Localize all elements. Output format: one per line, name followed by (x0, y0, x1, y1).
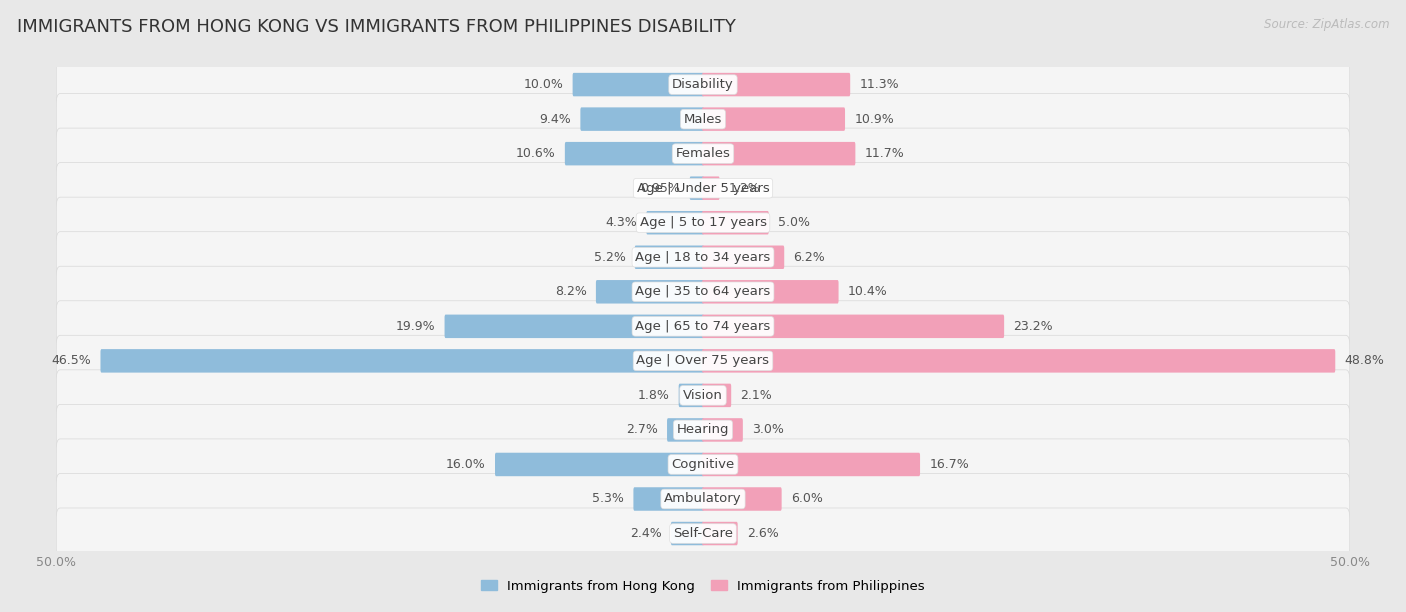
Text: 8.2%: 8.2% (555, 285, 586, 298)
Text: Hearing: Hearing (676, 424, 730, 436)
Text: 23.2%: 23.2% (1014, 320, 1053, 333)
FancyBboxPatch shape (702, 384, 731, 407)
Text: 10.6%: 10.6% (516, 147, 555, 160)
Text: 10.0%: 10.0% (523, 78, 564, 91)
Text: 1.8%: 1.8% (637, 389, 669, 402)
FancyBboxPatch shape (56, 232, 1350, 283)
Text: 6.2%: 6.2% (793, 251, 825, 264)
FancyBboxPatch shape (702, 349, 1336, 373)
FancyBboxPatch shape (634, 487, 704, 511)
FancyBboxPatch shape (581, 107, 704, 131)
Text: 16.7%: 16.7% (929, 458, 969, 471)
FancyBboxPatch shape (56, 370, 1350, 421)
FancyBboxPatch shape (56, 94, 1350, 144)
Text: IMMIGRANTS FROM HONG KONG VS IMMIGRANTS FROM PHILIPPINES DISABILITY: IMMIGRANTS FROM HONG KONG VS IMMIGRANTS … (17, 18, 735, 36)
FancyBboxPatch shape (679, 384, 704, 407)
Text: Age | 35 to 64 years: Age | 35 to 64 years (636, 285, 770, 298)
Text: Age | 5 to 17 years: Age | 5 to 17 years (640, 216, 766, 230)
Text: 48.8%: 48.8% (1344, 354, 1385, 367)
Text: 3.0%: 3.0% (752, 424, 785, 436)
Text: Vision: Vision (683, 389, 723, 402)
Text: 9.4%: 9.4% (540, 113, 571, 125)
Text: 2.1%: 2.1% (741, 389, 772, 402)
FancyBboxPatch shape (56, 474, 1350, 524)
Text: Cognitive: Cognitive (672, 458, 734, 471)
Text: Age | 18 to 34 years: Age | 18 to 34 years (636, 251, 770, 264)
Text: 4.3%: 4.3% (605, 216, 637, 230)
Text: Age | 65 to 74 years: Age | 65 to 74 years (636, 320, 770, 333)
Text: Age | Under 5 years: Age | Under 5 years (637, 182, 769, 195)
Text: Source: ZipAtlas.com: Source: ZipAtlas.com (1264, 18, 1389, 31)
Text: Age | Over 75 years: Age | Over 75 years (637, 354, 769, 367)
FancyBboxPatch shape (56, 163, 1350, 214)
FancyBboxPatch shape (702, 211, 769, 234)
FancyBboxPatch shape (666, 418, 704, 442)
Text: 2.7%: 2.7% (626, 424, 658, 436)
FancyBboxPatch shape (702, 487, 782, 511)
FancyBboxPatch shape (702, 453, 920, 476)
Text: 6.0%: 6.0% (792, 493, 823, 506)
FancyBboxPatch shape (56, 197, 1350, 248)
FancyBboxPatch shape (572, 73, 704, 96)
FancyBboxPatch shape (56, 439, 1350, 490)
Text: 5.2%: 5.2% (593, 251, 626, 264)
Text: Ambulatory: Ambulatory (664, 493, 742, 506)
FancyBboxPatch shape (596, 280, 704, 304)
Text: 1.2%: 1.2% (728, 182, 761, 195)
Text: 2.6%: 2.6% (747, 527, 779, 540)
FancyBboxPatch shape (56, 335, 1350, 386)
Text: 5.3%: 5.3% (592, 493, 624, 506)
Text: 16.0%: 16.0% (446, 458, 485, 471)
FancyBboxPatch shape (565, 142, 704, 165)
Text: Males: Males (683, 113, 723, 125)
Text: 5.0%: 5.0% (778, 216, 810, 230)
FancyBboxPatch shape (702, 73, 851, 96)
FancyBboxPatch shape (702, 176, 720, 200)
FancyBboxPatch shape (100, 349, 704, 373)
FancyBboxPatch shape (702, 522, 738, 545)
FancyBboxPatch shape (702, 245, 785, 269)
FancyBboxPatch shape (702, 280, 838, 304)
Text: 10.4%: 10.4% (848, 285, 887, 298)
FancyBboxPatch shape (702, 142, 855, 165)
FancyBboxPatch shape (56, 59, 1350, 110)
Text: 19.9%: 19.9% (395, 320, 436, 333)
FancyBboxPatch shape (702, 315, 1004, 338)
Text: 11.3%: 11.3% (859, 78, 900, 91)
Text: 11.7%: 11.7% (865, 147, 904, 160)
Text: 2.4%: 2.4% (630, 527, 662, 540)
FancyBboxPatch shape (647, 211, 704, 234)
FancyBboxPatch shape (56, 508, 1350, 559)
FancyBboxPatch shape (702, 418, 742, 442)
Text: 10.9%: 10.9% (855, 113, 894, 125)
FancyBboxPatch shape (56, 405, 1350, 455)
Text: 0.95%: 0.95% (641, 182, 681, 195)
FancyBboxPatch shape (56, 266, 1350, 318)
FancyBboxPatch shape (56, 128, 1350, 179)
Text: Females: Females (675, 147, 731, 160)
FancyBboxPatch shape (56, 300, 1350, 352)
FancyBboxPatch shape (444, 315, 704, 338)
Text: Self-Care: Self-Care (673, 527, 733, 540)
FancyBboxPatch shape (495, 453, 704, 476)
FancyBboxPatch shape (671, 522, 704, 545)
FancyBboxPatch shape (634, 245, 704, 269)
Text: 46.5%: 46.5% (52, 354, 91, 367)
FancyBboxPatch shape (690, 176, 704, 200)
Text: Disability: Disability (672, 78, 734, 91)
Legend: Immigrants from Hong Kong, Immigrants from Philippines: Immigrants from Hong Kong, Immigrants fr… (481, 580, 925, 592)
FancyBboxPatch shape (702, 107, 845, 131)
